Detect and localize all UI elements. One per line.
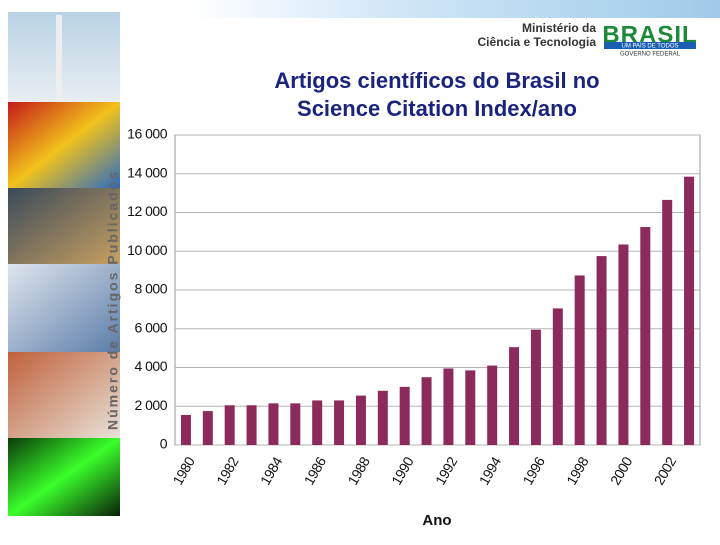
bar xyxy=(268,403,279,445)
chart-title: Artigos científicos do Brasil no xyxy=(274,68,599,93)
ministry-line: Ciência e Tecnologia xyxy=(478,35,597,49)
x-tick-label: 1998 xyxy=(563,454,592,488)
photo-strip xyxy=(8,12,120,516)
y-axis-label: Número de Artigos Publicados xyxy=(105,170,121,430)
bar xyxy=(684,176,695,445)
bar xyxy=(421,377,432,445)
bar xyxy=(443,368,454,445)
bar xyxy=(618,244,629,445)
chart-title: Science Citation Index/ano xyxy=(297,96,577,121)
x-tick-label: 2002 xyxy=(651,454,680,488)
slogan: UM PAÍS DE TODOS xyxy=(621,43,678,50)
x-axis-label: Ano xyxy=(422,512,451,529)
y-tick-label: 0 xyxy=(160,436,168,452)
bar xyxy=(246,405,257,445)
bar xyxy=(509,347,520,445)
y-tick-label: 6 000 xyxy=(134,319,167,335)
x-tick-label: 1996 xyxy=(519,454,548,488)
bar xyxy=(574,275,585,445)
y-tick-label: 4 000 xyxy=(134,358,167,374)
x-tick-label: 1982 xyxy=(213,454,242,488)
x-tick-label: 1994 xyxy=(476,454,505,488)
bar xyxy=(334,400,345,445)
bar xyxy=(465,370,476,445)
government: GOVERNO FEDERAL xyxy=(620,52,681,58)
x-tick-label: 1992 xyxy=(432,454,461,488)
bar xyxy=(355,395,366,445)
y-tick-label: 16 000 xyxy=(127,126,168,142)
y-tick-label: 2 000 xyxy=(134,397,167,413)
bar xyxy=(224,405,235,445)
y-tick-label: 14 000 xyxy=(127,164,168,180)
bar xyxy=(312,400,323,445)
bar xyxy=(377,390,388,445)
x-tick-label: 1980 xyxy=(169,454,198,488)
x-tick-label: 1986 xyxy=(301,454,330,488)
x-tick-label: 1988 xyxy=(344,454,373,488)
bar xyxy=(530,329,541,445)
x-tick-label: 2000 xyxy=(607,454,636,488)
bar xyxy=(596,256,607,445)
top-band xyxy=(190,0,720,18)
bar xyxy=(640,227,651,445)
bar xyxy=(290,403,301,445)
bar xyxy=(662,199,673,445)
bar xyxy=(399,386,410,445)
ministry-line: Ministério da xyxy=(522,21,596,35)
bar xyxy=(552,308,563,445)
y-tick-label: 12 000 xyxy=(127,203,168,219)
y-tick-label: 10 000 xyxy=(127,242,168,258)
x-tick-label: 1990 xyxy=(388,454,417,488)
y-tick-label: 8 000 xyxy=(134,281,167,297)
bar xyxy=(487,365,498,445)
bar xyxy=(180,414,191,445)
x-tick-label: 1984 xyxy=(257,454,286,488)
bar xyxy=(202,411,213,445)
logo: Ministério da Ciência e Tecnologia BRASI… xyxy=(478,21,697,58)
